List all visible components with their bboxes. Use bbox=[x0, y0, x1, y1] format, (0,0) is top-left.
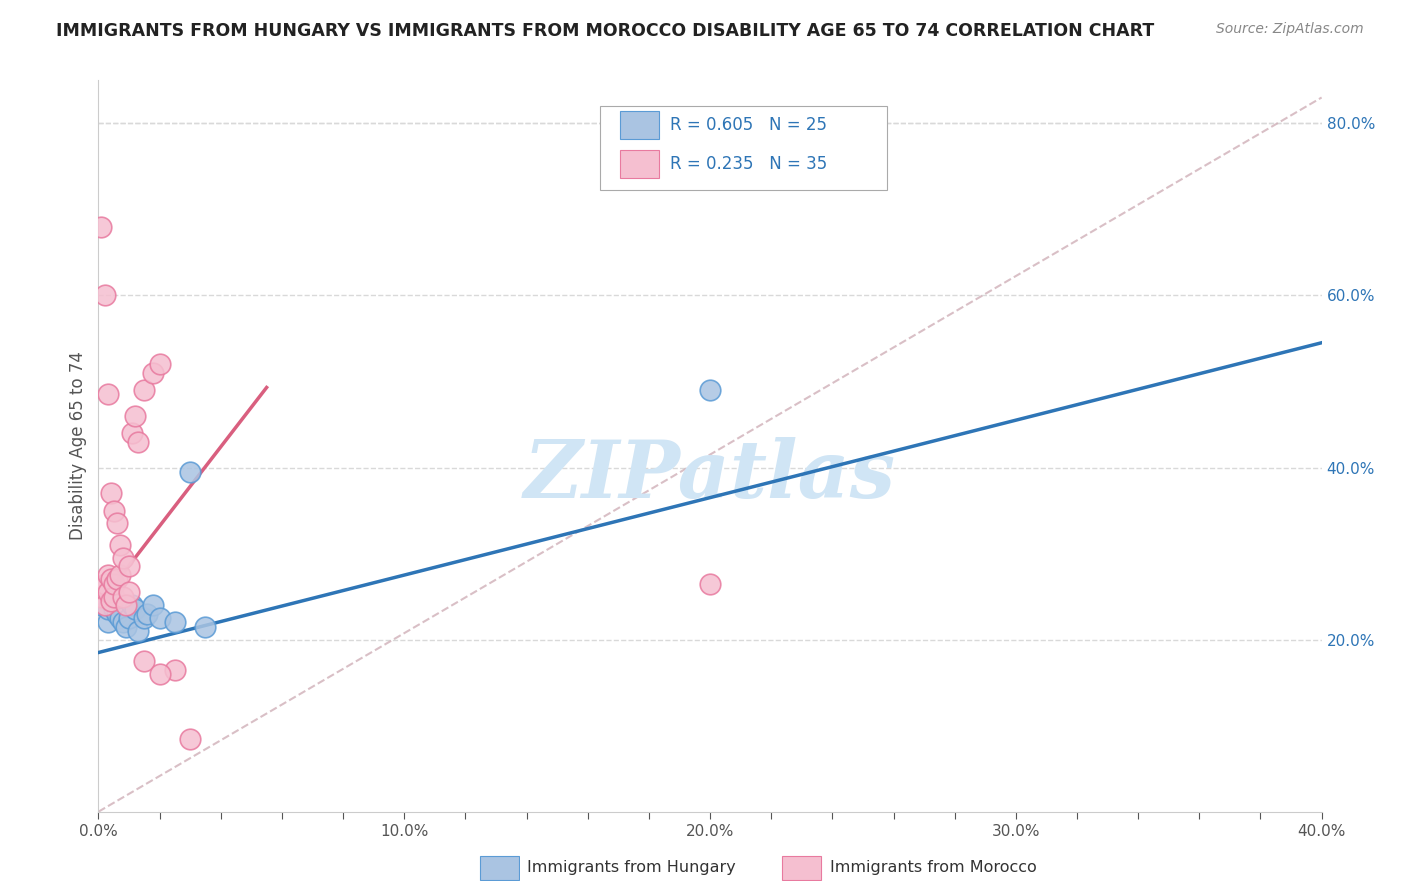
Point bbox=[115, 620, 138, 634]
FancyBboxPatch shape bbox=[479, 855, 519, 880]
Point bbox=[100, 486, 122, 500]
Text: ZIPatlas: ZIPatlas bbox=[524, 436, 896, 514]
Point bbox=[124, 602, 146, 616]
Point bbox=[100, 594, 122, 608]
FancyBboxPatch shape bbox=[782, 855, 821, 880]
Point bbox=[111, 615, 134, 630]
Point bbox=[103, 590, 125, 604]
Point bbox=[121, 426, 143, 441]
Text: R = 0.235   N = 35: R = 0.235 N = 35 bbox=[669, 155, 827, 173]
Point bbox=[118, 611, 141, 625]
Point bbox=[93, 590, 115, 604]
Point bbox=[121, 598, 143, 612]
Point bbox=[97, 387, 120, 401]
Y-axis label: Disability Age 65 to 74: Disability Age 65 to 74 bbox=[69, 351, 87, 541]
Point bbox=[97, 585, 120, 599]
Point bbox=[194, 620, 217, 634]
Point bbox=[127, 624, 149, 638]
Point bbox=[90, 581, 112, 595]
Point bbox=[93, 598, 115, 612]
Point bbox=[142, 366, 165, 380]
Point bbox=[103, 503, 125, 517]
Point bbox=[90, 598, 112, 612]
FancyBboxPatch shape bbox=[600, 106, 887, 190]
Point bbox=[124, 409, 146, 423]
Point bbox=[118, 559, 141, 574]
Point bbox=[163, 663, 186, 677]
Point bbox=[97, 568, 120, 582]
Text: Source: ZipAtlas.com: Source: ZipAtlas.com bbox=[1216, 22, 1364, 37]
Point bbox=[108, 611, 131, 625]
Point bbox=[179, 465, 201, 479]
Point bbox=[699, 383, 721, 397]
FancyBboxPatch shape bbox=[620, 111, 658, 139]
Point bbox=[105, 516, 128, 531]
Text: Immigrants from Morocco: Immigrants from Morocco bbox=[830, 861, 1036, 875]
Text: Immigrants from Hungary: Immigrants from Hungary bbox=[527, 861, 735, 875]
Point bbox=[118, 585, 141, 599]
Point bbox=[103, 576, 125, 591]
Point bbox=[134, 611, 156, 625]
Point bbox=[108, 538, 131, 552]
Point bbox=[136, 607, 159, 621]
Point bbox=[103, 602, 125, 616]
Point bbox=[90, 590, 112, 604]
Point bbox=[149, 357, 172, 371]
Point bbox=[100, 590, 122, 604]
Text: IMMIGRANTS FROM HUNGARY VS IMMIGRANTS FROM MOROCCO DISABILITY AGE 65 TO 74 CORRE: IMMIGRANTS FROM HUNGARY VS IMMIGRANTS FR… bbox=[56, 22, 1154, 40]
FancyBboxPatch shape bbox=[620, 151, 658, 178]
Point bbox=[149, 667, 172, 681]
Point bbox=[111, 550, 134, 565]
Point bbox=[111, 590, 134, 604]
Point bbox=[100, 573, 122, 587]
Point bbox=[93, 581, 115, 595]
Point bbox=[97, 602, 120, 616]
Point bbox=[108, 568, 131, 582]
Point bbox=[115, 598, 138, 612]
Point bbox=[93, 576, 115, 591]
Point bbox=[134, 654, 156, 668]
Point bbox=[97, 615, 120, 630]
Point bbox=[163, 615, 186, 630]
Text: R = 0.605   N = 25: R = 0.605 N = 25 bbox=[669, 116, 827, 134]
Point bbox=[90, 219, 112, 234]
Point bbox=[103, 576, 125, 591]
Point bbox=[100, 594, 122, 608]
Point bbox=[149, 611, 172, 625]
Point bbox=[134, 383, 156, 397]
Point bbox=[179, 731, 201, 746]
Point bbox=[93, 288, 115, 302]
Point bbox=[142, 598, 165, 612]
Point bbox=[127, 434, 149, 449]
Point bbox=[105, 607, 128, 621]
Point bbox=[105, 573, 128, 587]
Point bbox=[699, 576, 721, 591]
